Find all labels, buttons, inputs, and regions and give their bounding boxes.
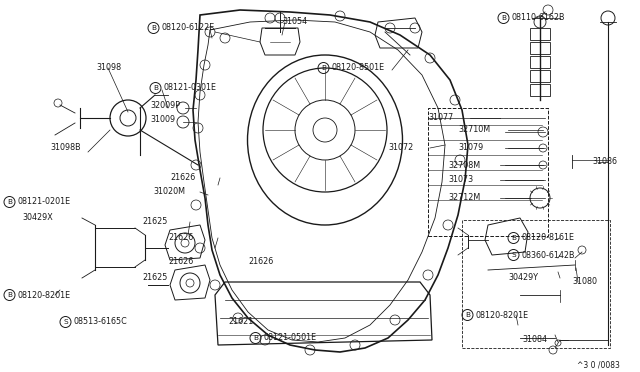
- Text: 32708M: 32708M: [448, 160, 480, 170]
- Text: 31098: 31098: [96, 64, 121, 73]
- Text: 08120-8161E: 08120-8161E: [521, 234, 574, 243]
- Text: B: B: [465, 312, 470, 318]
- Text: B: B: [321, 65, 326, 71]
- Text: 08121-0301E: 08121-0301E: [163, 83, 216, 93]
- Text: 08120-8501E: 08120-8501E: [331, 64, 384, 73]
- Text: B: B: [7, 199, 12, 205]
- Text: B: B: [253, 335, 258, 341]
- Text: 31073: 31073: [448, 176, 473, 185]
- Text: 08121-0501E: 08121-0501E: [263, 334, 316, 343]
- Bar: [530, 84, 550, 96]
- Text: 21626: 21626: [168, 257, 193, 266]
- Text: 30429X: 30429X: [22, 214, 52, 222]
- Bar: [530, 56, 550, 68]
- Text: S: S: [511, 252, 516, 258]
- Text: 21621: 21621: [228, 317, 253, 327]
- Text: 31054: 31054: [282, 17, 307, 26]
- Text: 21625: 21625: [142, 273, 168, 282]
- Text: 31077: 31077: [428, 113, 453, 122]
- Text: ^3 0 /0083: ^3 0 /0083: [577, 360, 620, 369]
- Text: 08360-6142B: 08360-6142B: [521, 250, 575, 260]
- Text: 08120-6122E: 08120-6122E: [161, 23, 214, 32]
- Text: 21626: 21626: [168, 234, 193, 243]
- Text: 08120-8201E: 08120-8201E: [17, 291, 70, 299]
- Bar: [530, 42, 550, 54]
- Text: B: B: [511, 235, 516, 241]
- Text: B: B: [153, 85, 158, 91]
- Text: 31084: 31084: [522, 336, 547, 344]
- Bar: [530, 70, 550, 82]
- Text: 31086: 31086: [592, 157, 617, 167]
- Text: 30429Y: 30429Y: [508, 273, 538, 282]
- Text: 08120-8201E: 08120-8201E: [475, 311, 528, 320]
- Text: 21626: 21626: [248, 257, 273, 266]
- Bar: [530, 28, 550, 40]
- Text: 32009P: 32009P: [150, 100, 180, 109]
- Text: B: B: [7, 292, 12, 298]
- Text: B: B: [151, 25, 156, 31]
- Text: 32710M: 32710M: [458, 125, 490, 135]
- Text: B: B: [501, 15, 506, 21]
- Bar: [462, 220, 610, 348]
- Text: 31079: 31079: [458, 144, 483, 153]
- Text: 31020M: 31020M: [153, 187, 185, 196]
- Text: 31072: 31072: [388, 144, 413, 153]
- Text: 31098B: 31098B: [50, 144, 81, 153]
- Text: 08110-6162B: 08110-6162B: [511, 13, 564, 22]
- Text: 31009: 31009: [150, 115, 175, 125]
- Text: 08121-0201E: 08121-0201E: [17, 198, 70, 206]
- Bar: [428, 108, 548, 236]
- Text: 31080: 31080: [572, 278, 597, 286]
- Text: S: S: [63, 319, 68, 325]
- Text: 21625: 21625: [142, 218, 168, 227]
- Text: 21626: 21626: [170, 173, 195, 183]
- Text: 32712M: 32712M: [448, 193, 480, 202]
- Text: 08513-6165C: 08513-6165C: [73, 317, 127, 327]
